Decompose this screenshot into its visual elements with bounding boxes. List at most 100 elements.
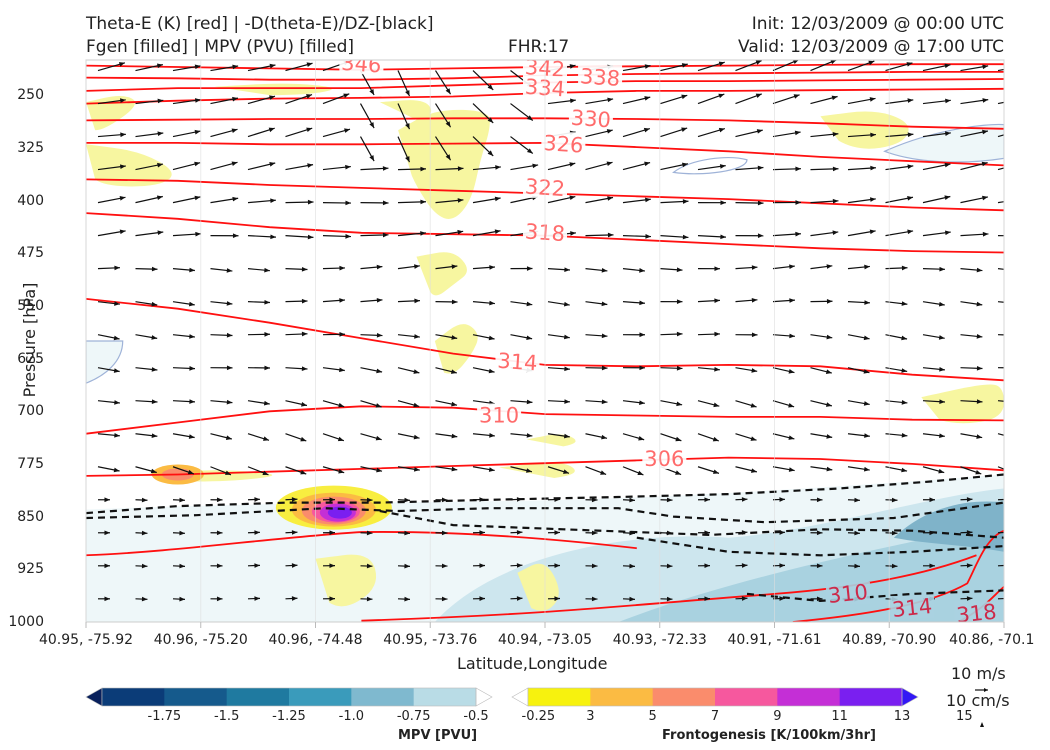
wind-vector-head <box>114 301 120 306</box>
wind-vector-head <box>489 265 495 270</box>
wind-vector-head <box>826 334 833 340</box>
wind-vector-head <box>554 497 560 502</box>
wind-vector-head <box>151 399 158 405</box>
wind-vector-head <box>629 530 635 536</box>
wind-vector-head <box>232 64 239 70</box>
wind-vector-head <box>826 264 833 269</box>
wind-vector-head <box>863 335 870 341</box>
y-tick-label: 550 <box>17 297 44 314</box>
wind-vector-head <box>704 497 710 503</box>
wind-vector-head <box>891 530 898 536</box>
x-tick-label: 40.93, -72.33 <box>612 632 707 648</box>
fgen-patch <box>820 111 909 149</box>
wind-vector-head <box>643 127 650 133</box>
wind-vector-head <box>301 402 307 407</box>
wind-vector-head <box>976 267 983 273</box>
fgen-patch <box>379 100 432 120</box>
wind-vector-head <box>189 366 195 371</box>
wind-vector <box>997 334 1004 336</box>
wind-vector-head <box>157 131 164 137</box>
fgen-patch <box>434 324 478 374</box>
wind-vector-head <box>601 333 608 339</box>
wind-vector-head <box>944 131 951 136</box>
theta-e-label-bg <box>339 60 384 75</box>
wind-vector-head <box>1014 268 1020 273</box>
wind-vector-head <box>569 64 576 69</box>
wind-vector-head <box>675 470 682 475</box>
wind-vector-head <box>639 400 645 405</box>
colorbar-tick-label: -1.75 <box>147 709 182 724</box>
mpv-fill-strong <box>618 499 1004 622</box>
wind-vector-head <box>666 596 673 602</box>
wind-vector-head <box>338 402 345 408</box>
wind-vector-head <box>194 98 201 103</box>
colorbar-tick-label: 11 <box>831 709 848 724</box>
wind-vector-head <box>751 297 758 303</box>
theta-e-label-bg <box>477 403 522 426</box>
wind-vector-head <box>366 530 373 536</box>
wind-vector-head <box>339 332 345 337</box>
wind-vector-head <box>404 497 410 503</box>
wind-vector-head <box>157 230 164 236</box>
wind-vector-head <box>564 399 570 404</box>
wind-vector-head <box>345 234 351 239</box>
fgen-colorbar-segment <box>528 688 591 706</box>
colorbar-tick-label: -1.25 <box>272 709 306 724</box>
wind-vector-head <box>532 163 539 169</box>
fgen-colorbar-segment <box>777 688 841 706</box>
wind-vector-head <box>157 162 163 168</box>
wind-vector-head <box>300 436 307 442</box>
wind-vector <box>997 268 1004 270</box>
wind-vector-head <box>413 466 420 472</box>
wind-vector-head <box>779 530 785 535</box>
x-axis-label: Latitude,Longitude <box>457 654 608 673</box>
mpv-colorbar-segment <box>102 688 165 706</box>
wind-vector-head <box>366 596 373 602</box>
wind-vector-head <box>216 596 223 602</box>
colorbar-tick-label: 5 <box>648 709 657 724</box>
dtheta-e-dz-contour <box>746 589 1004 603</box>
wind-vector-head <box>188 301 195 307</box>
y-tick-label: 700 <box>17 403 44 420</box>
wind-vector-head <box>119 98 126 103</box>
wind-vector-head <box>141 563 148 569</box>
theta-e-contour-310-low <box>361 554 977 622</box>
wind-vector-head <box>713 402 720 408</box>
wind-vector-head <box>681 94 688 100</box>
x-tick-label: 40.86, -70.1 <box>949 632 1035 648</box>
wind-vector-head <box>224 470 231 475</box>
wind-vector-head <box>966 530 973 535</box>
y-tick-label: 625 <box>17 350 44 367</box>
wind-vector-head <box>719 164 726 169</box>
wind-vector-head <box>600 470 607 475</box>
wind-vector-head <box>788 435 795 440</box>
wind-vector-head <box>306 94 313 99</box>
wind-vector-head <box>601 365 608 371</box>
wind-vector-head <box>938 301 945 307</box>
wind-vector-head <box>676 401 683 407</box>
wind-vector-head <box>232 96 238 102</box>
x-tick-label: 40.96, -74.48 <box>268 632 363 648</box>
colorbar-tick-label: 13 <box>893 709 911 724</box>
y-tick-label: 1000 <box>8 614 44 630</box>
wind-vector-head <box>982 231 989 237</box>
wind-vector-head <box>104 497 110 503</box>
wind-vector-head <box>938 335 945 340</box>
wind-vector-head <box>231 128 238 133</box>
wind-vector-head <box>151 335 158 340</box>
wind-vector-head <box>216 563 223 569</box>
wind-vector-head <box>457 198 464 203</box>
wind-vector-head <box>441 530 448 536</box>
wind-vector-head <box>114 432 120 438</box>
wind-vector-head <box>179 497 185 503</box>
wind-vector-head <box>704 596 710 602</box>
dtheta-e-dz-contour <box>86 501 1004 524</box>
wind-vector-head <box>644 96 651 101</box>
wind-vector-head <box>226 301 233 306</box>
wind-vector-head <box>682 199 689 204</box>
wind-vector-head <box>944 162 951 168</box>
wind-vector-head <box>339 367 345 373</box>
wind-vector-head <box>369 155 375 162</box>
wind-vector-head <box>569 195 576 201</box>
wind-vector <box>997 201 1004 204</box>
